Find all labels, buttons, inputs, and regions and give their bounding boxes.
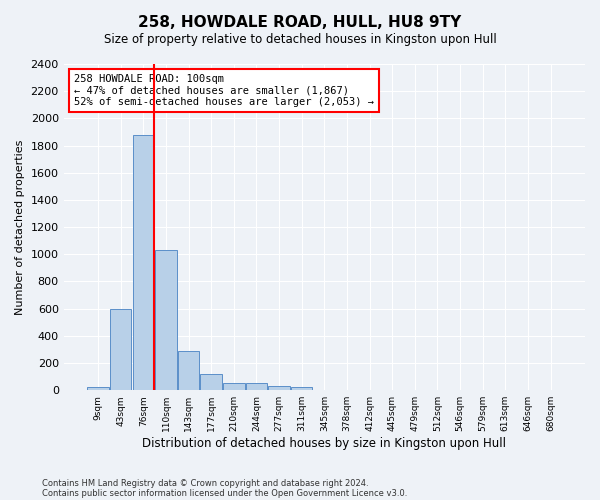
Text: 258, HOWDALE ROAD, HULL, HU8 9TY: 258, HOWDALE ROAD, HULL, HU8 9TY — [139, 15, 461, 30]
Bar — [223, 384, 245, 390]
Text: Contains public sector information licensed under the Open Government Licence v3: Contains public sector information licen… — [42, 488, 407, 498]
Bar — [268, 386, 290, 390]
Bar — [291, 388, 313, 390]
Bar — [178, 352, 199, 390]
Bar — [110, 308, 131, 390]
Bar — [88, 388, 109, 390]
Bar — [133, 134, 154, 390]
Bar — [246, 384, 267, 390]
Bar — [155, 250, 177, 390]
Bar — [200, 374, 222, 390]
Text: 258 HOWDALE ROAD: 100sqm
← 47% of detached houses are smaller (1,867)
52% of sem: 258 HOWDALE ROAD: 100sqm ← 47% of detach… — [74, 74, 374, 107]
Y-axis label: Number of detached properties: Number of detached properties — [15, 140, 25, 315]
X-axis label: Distribution of detached houses by size in Kingston upon Hull: Distribution of detached houses by size … — [142, 437, 506, 450]
Text: Contains HM Land Registry data © Crown copyright and database right 2024.: Contains HM Land Registry data © Crown c… — [42, 478, 368, 488]
Text: Size of property relative to detached houses in Kingston upon Hull: Size of property relative to detached ho… — [104, 32, 496, 46]
